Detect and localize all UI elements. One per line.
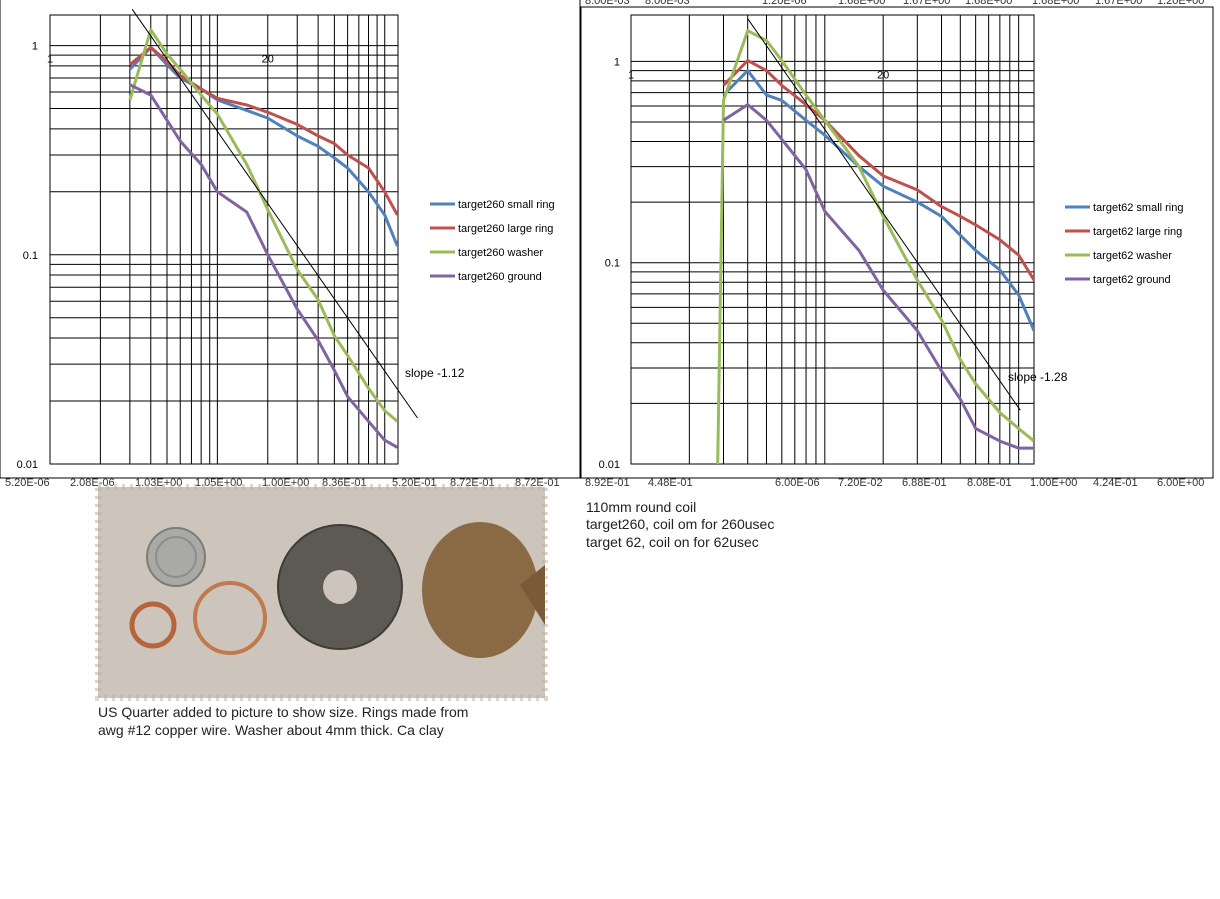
cell-text: 1.00E+00 [262,477,309,489]
cell-text: 1.67E+00 [903,0,950,7]
y-tick-label: 0.01 [17,459,38,471]
x-tick-label: 20 [877,69,889,81]
trend-line [747,18,1021,411]
series-line [722,69,1034,332]
series-line [128,28,398,423]
note: target260, coil om for 260usec [586,516,774,532]
series-line [722,59,1034,281]
photo [95,484,548,701]
cell-text: 4.48E-01 [648,477,693,489]
cell-text: 6.00E+00 [1157,477,1204,489]
quarter-relief [155,536,197,578]
series-line [722,103,1034,450]
x-tick-label: 1 [47,54,53,66]
cell-text: 1.67E+00 [1095,0,1142,7]
cell-text: 6.00E-06 [775,477,820,489]
series-line [716,29,1034,464]
legend-label: target62 ground [1093,274,1171,286]
cell-text: 6.88E-01 [902,477,947,489]
legend-label: target62 small ring [1093,202,1184,214]
plot-area [49,14,399,465]
cell-text: 4.24E-01 [1093,477,1138,489]
annotation: slope -1.28 [1008,370,1068,384]
legend-label: target260 ground [458,271,542,283]
cell-text: 8.72E-01 [515,477,560,489]
cell-text: 7.20E-02 [838,477,883,489]
washer-hole [323,570,357,604]
y-tick-label: 0.1 [23,250,38,262]
y-tick-label: 1 [614,56,620,68]
cell-text: 8.00E-03 [645,0,690,7]
y-tick-label: 1 [32,41,38,53]
cell-text: 8.00E-03 [585,0,630,7]
cell-text: 1.00E+00 [1030,477,1077,489]
legend-label: target260 small ring [458,199,555,211]
note: target 62, coil on for 62usec [586,534,759,550]
legend-label: target62 washer [1093,250,1172,262]
small-ring [129,601,177,649]
photo-caption: US Quarter added to picture to show size… [98,704,468,720]
spreadsheet-background: 8.00E-03 8.00E-03 1.20E-06 1.68E+00 1.67E+00… [5,0,1204,489]
legend-label: target260 washer [458,247,543,259]
large-ring [193,581,267,655]
note: 110mm round coil [586,499,696,515]
annotation: slope -1.12 [405,366,465,380]
cell-text: 1.05E+00 [195,477,242,489]
series-line [129,83,398,449]
chart: 0.01 0.1 11 20 slope -1.28 target62 small rin… [599,14,1184,471]
bag-tie [520,565,545,625]
cell-text: 8.92E-01 [585,477,630,489]
cell-text: 2.08E-06 [70,477,115,489]
chart: 0.01 0.1 11 20 slope -1.12 target260 small ri… [17,9,555,471]
y-tick-label: 0.1 [605,258,620,270]
cell-text: 8.08E-01 [967,477,1012,489]
cell-text: 1.68E+00 [1032,0,1079,7]
legend-label: target62 large ring [1093,226,1182,238]
photo-caption: awg #12 copper wire. Washer about 4mm th… [98,722,444,738]
cell-text: 1.20E+00 [1157,0,1204,7]
trend-line [131,9,418,419]
x-tick-label: 20 [262,54,274,66]
cell-text: 1.68E+00 [838,0,885,7]
plot-area [630,14,1035,465]
x-tick-label: 1 [628,69,634,81]
cell-text: 1.20E-06 [762,0,807,7]
series-line [128,45,398,247]
cell-text: 5.20E-06 [5,477,50,489]
legend-label: target260 large ring [458,223,553,235]
y-tick-label: 0.01 [599,459,620,471]
clay-sample [422,522,538,658]
cell-text: 1.68E+00 [965,0,1012,7]
